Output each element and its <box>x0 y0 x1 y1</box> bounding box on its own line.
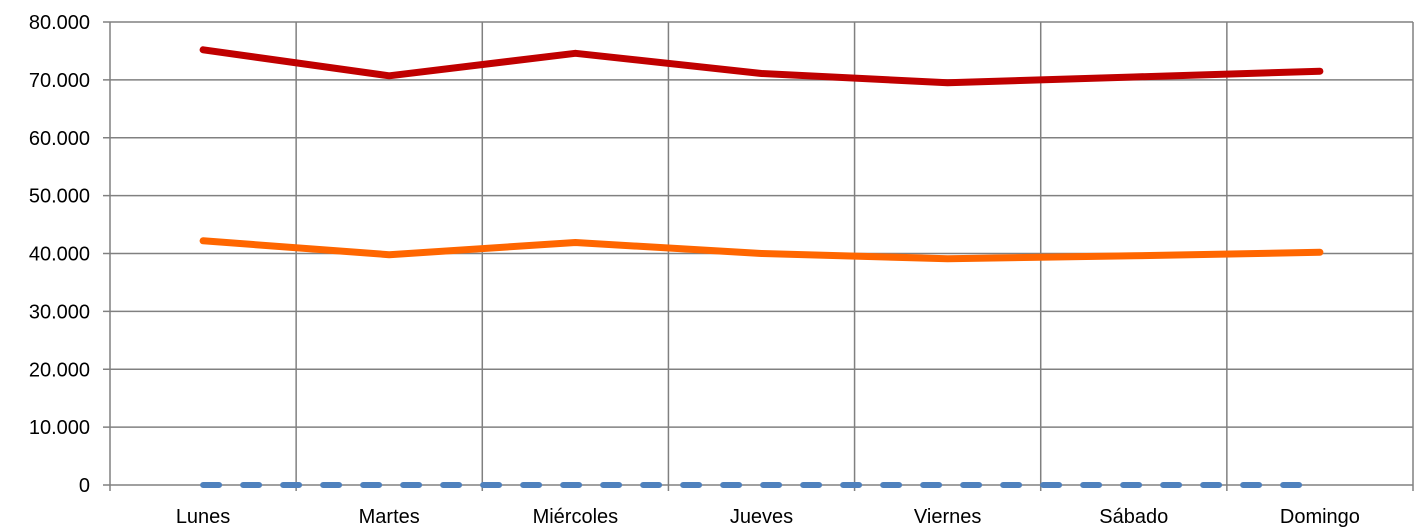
y-tick-label: 50.000 <box>29 186 90 208</box>
y-tick-label: 10.000 <box>29 417 90 439</box>
series-lines <box>199 46 1324 488</box>
x-tick-label: Viernes <box>914 506 981 528</box>
y-tick-label: 0 <box>79 475 90 497</box>
y-axis-tick-labels: 0 10.000 20.000 30.000 40.000 50.000 60.000 70.… <box>29 12 90 497</box>
x-tick-label: Miércoles <box>533 506 619 528</box>
y-tick-label: 70.000 <box>29 70 90 92</box>
x-tick-label: Lunes <box>176 506 231 528</box>
x-tick-label: Martes <box>359 506 420 528</box>
y-tick-label: 30.000 <box>29 301 90 323</box>
x-axis-tick-labels: Lunes Martes Miércoles Jueves Viernes Sábado D… <box>176 506 1360 528</box>
y-tick-label: 20.000 <box>29 359 90 381</box>
series-line-1 <box>199 46 1324 87</box>
x-tick-label: Jueves <box>730 506 793 528</box>
x-tick-label: Domingo <box>1280 506 1360 528</box>
y-tick-label: 60.000 <box>29 128 90 150</box>
y-tick-label: 40.000 <box>29 244 90 266</box>
series-line-2 <box>199 237 1324 263</box>
y-tick-label: 80.000 <box>29 12 90 34</box>
x-tick-label: Sábado <box>1099 506 1168 528</box>
